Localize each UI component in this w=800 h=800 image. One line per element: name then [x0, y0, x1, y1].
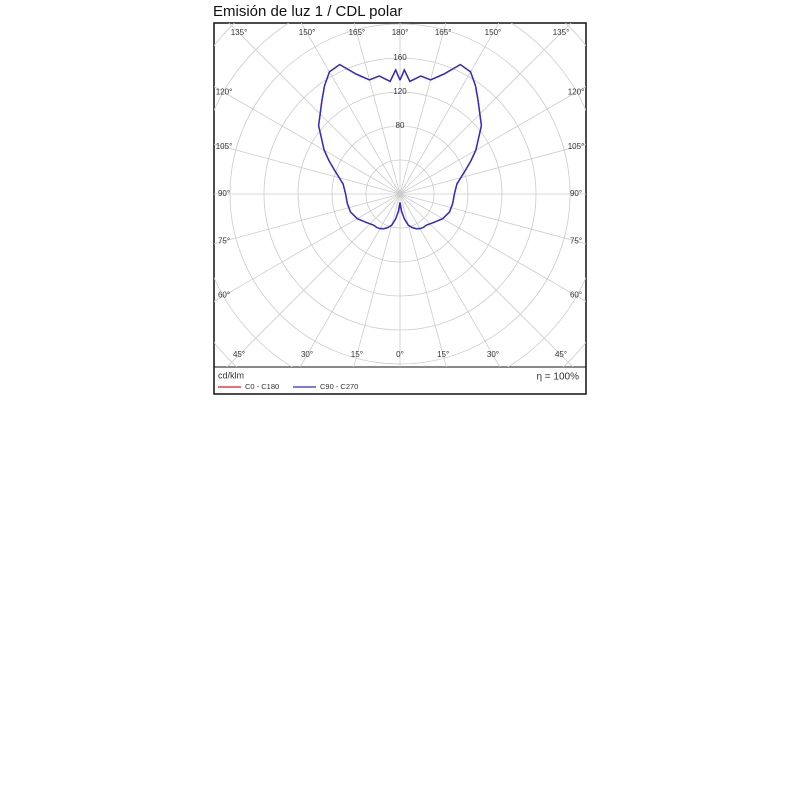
- angle-label: 60°: [570, 291, 582, 300]
- r-tick-label: 80: [396, 121, 405, 130]
- angle-label: 75°: [218, 236, 230, 245]
- grid-spoke: [353, 193, 401, 367]
- r-tick-label: 120: [393, 87, 407, 96]
- grid-spoke: [399, 193, 586, 302]
- r-tick-label: 160: [393, 53, 407, 62]
- grid-spoke: [214, 86, 401, 195]
- grid-spoke: [299, 193, 401, 367]
- intensity-curve: [317, 63, 401, 230]
- angle-label: 150°: [299, 28, 316, 37]
- angle-label: 135°: [231, 28, 248, 37]
- angle-label: 120°: [216, 87, 233, 96]
- unit-label: cd/klm: [218, 370, 244, 380]
- grid-spoke: [399, 193, 501, 367]
- efficiency-label: η = 100%: [536, 372, 579, 383]
- angle-label: 15°: [351, 350, 363, 359]
- grid-spoke: [300, 23, 401, 195]
- grid-spoke: [399, 193, 574, 367]
- angle-label: 45°: [233, 350, 245, 359]
- grid-spoke: [399, 193, 447, 367]
- angle-label: 15°: [437, 350, 449, 359]
- angle-label: 165°: [435, 28, 452, 37]
- angle-label: 75°: [570, 236, 582, 245]
- grid-spoke: [399, 143, 586, 195]
- angle-label: 150°: [485, 28, 502, 37]
- grid-spoke: [353, 23, 401, 195]
- intensity-curve: [399, 63, 483, 230]
- grid-spoke: [214, 143, 401, 195]
- grid-spoke: [228, 23, 401, 195]
- angle-label: 60°: [218, 291, 230, 300]
- grid-spoke: [214, 193, 401, 245]
- grid-spoke: [399, 23, 500, 195]
- angle-label: 120°: [568, 87, 585, 96]
- angle-label: 105°: [216, 142, 233, 151]
- angle-label: 105°: [568, 142, 585, 151]
- angle-label: 0°: [396, 350, 404, 359]
- angle-label: 90°: [570, 189, 582, 198]
- angle-label: 165°: [349, 28, 366, 37]
- angle-label: 180°: [392, 28, 409, 37]
- legend-label: C90 - C270: [320, 382, 358, 391]
- grid-spoke: [399, 193, 586, 245]
- grid-spoke: [399, 86, 586, 195]
- chart-title: Emisión de luz 1 / CDL polar: [213, 3, 403, 20]
- curves: [317, 63, 483, 230]
- grid-spoke: [399, 23, 447, 195]
- legend: C0 - C180 C90 - C270: [218, 382, 358, 391]
- angle-label: 135°: [553, 28, 570, 37]
- angle-label: 30°: [301, 350, 313, 359]
- grid-spoke: [226, 193, 401, 367]
- grid-spoke: [214, 193, 401, 302]
- angle-label: 45°: [555, 350, 567, 359]
- angle-label: 30°: [487, 350, 499, 359]
- legend-label: C0 - C180: [245, 382, 279, 391]
- labels: 0° 15° 15° 30° 30° 45° 45° 60° 60° 75° 75° 90° 90° 10…: [216, 28, 585, 359]
- angle-label: 90°: [218, 189, 230, 198]
- grid-spoke: [399, 23, 572, 195]
